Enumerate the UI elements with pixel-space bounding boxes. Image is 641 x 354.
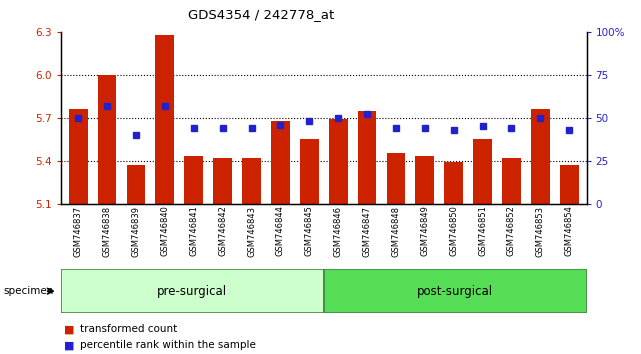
Text: GSM746844: GSM746844 bbox=[276, 206, 285, 256]
Text: GDS4354 / 242778_at: GDS4354 / 242778_at bbox=[188, 8, 334, 21]
Bar bbox=[473, 139, 492, 204]
Text: GSM746853: GSM746853 bbox=[536, 206, 545, 257]
Text: GSM746840: GSM746840 bbox=[160, 206, 169, 256]
Text: GSM746854: GSM746854 bbox=[565, 206, 574, 256]
Bar bbox=[97, 75, 117, 204]
Text: GSM746843: GSM746843 bbox=[247, 206, 256, 257]
Bar bbox=[324, 269, 587, 313]
Bar bbox=[271, 121, 290, 204]
Bar bbox=[61, 269, 324, 313]
Bar bbox=[502, 158, 520, 204]
Text: GSM746849: GSM746849 bbox=[420, 206, 429, 256]
Text: pre-surgical: pre-surgical bbox=[157, 285, 228, 298]
Bar bbox=[387, 154, 405, 204]
Text: GSM746837: GSM746837 bbox=[74, 206, 83, 257]
Text: GSM746838: GSM746838 bbox=[103, 206, 112, 257]
Text: GSM746850: GSM746850 bbox=[449, 206, 458, 256]
Text: GSM746845: GSM746845 bbox=[304, 206, 313, 256]
Bar bbox=[69, 109, 88, 204]
Bar bbox=[415, 156, 434, 204]
Text: GSM746851: GSM746851 bbox=[478, 206, 487, 256]
Bar bbox=[358, 110, 376, 204]
Bar bbox=[531, 109, 550, 204]
Text: GSM746847: GSM746847 bbox=[363, 206, 372, 257]
Bar bbox=[213, 158, 232, 204]
Text: transformed count: transformed count bbox=[80, 324, 178, 334]
Bar bbox=[300, 139, 319, 204]
Bar bbox=[127, 165, 146, 204]
Bar bbox=[444, 162, 463, 204]
Bar bbox=[329, 119, 347, 204]
Bar bbox=[242, 158, 261, 204]
Text: GSM746842: GSM746842 bbox=[218, 206, 227, 256]
Text: ■: ■ bbox=[64, 340, 74, 350]
Bar bbox=[560, 165, 579, 204]
Text: GSM746841: GSM746841 bbox=[189, 206, 198, 256]
Text: GSM746848: GSM746848 bbox=[392, 206, 401, 257]
Text: post-surgical: post-surgical bbox=[417, 285, 493, 298]
Text: GSM746846: GSM746846 bbox=[334, 206, 343, 257]
Text: GSM746852: GSM746852 bbox=[507, 206, 516, 256]
Text: specimen: specimen bbox=[3, 286, 54, 296]
Text: GSM746839: GSM746839 bbox=[131, 206, 140, 257]
Bar bbox=[156, 35, 174, 204]
Text: percentile rank within the sample: percentile rank within the sample bbox=[80, 340, 256, 350]
Text: ■: ■ bbox=[64, 324, 74, 334]
Bar bbox=[185, 156, 203, 204]
